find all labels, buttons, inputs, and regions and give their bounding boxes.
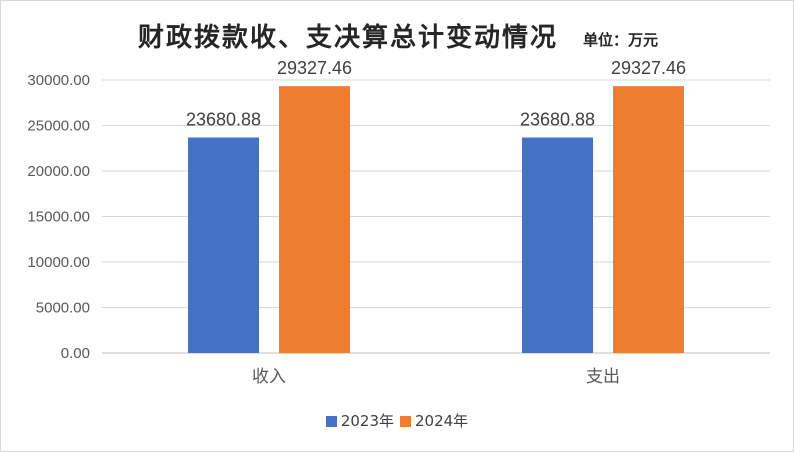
bar [279, 86, 350, 353]
data-label: 23680.88 [186, 110, 261, 130]
x-tick-label: 支出 [586, 367, 620, 387]
y-tick-label: 10000.00 [27, 254, 90, 271]
plot-area: 0.00 5000.00 10000.00 15000.00 20000.00 25000… [27, 58, 770, 387]
data-label: 29327.46 [277, 58, 352, 78]
legend-swatch [400, 416, 411, 427]
bar [613, 86, 684, 353]
bar [188, 137, 259, 353]
legend-item: 2023年 [325, 410, 394, 431]
legend-label: 2023年 [340, 412, 394, 430]
y-tick-label: 5000.00 [36, 300, 90, 317]
chart-title: 财政拨款收、支决算总计变动情况 [137, 23, 558, 53]
y-tick-label: 0.00 [61, 345, 90, 362]
data-label: 23680.88 [520, 110, 595, 130]
legend-item: 2024年 [400, 410, 468, 431]
data-label: 29327.46 [611, 58, 686, 78]
y-tick-label: 30000.00 [27, 72, 90, 89]
unit-label: 单位：万元 [583, 31, 659, 49]
y-tick-label: 20000.00 [27, 163, 90, 180]
x-tick-label: 收入 [252, 367, 286, 387]
y-tick-label: 15000.00 [27, 209, 90, 226]
legend: 2023年 2024年 [1, 410, 793, 431]
legend-label: 2024年 [415, 412, 469, 430]
y-tick-label: 25000.00 [27, 118, 90, 135]
legend-swatch [325, 416, 337, 427]
bar [522, 137, 593, 353]
